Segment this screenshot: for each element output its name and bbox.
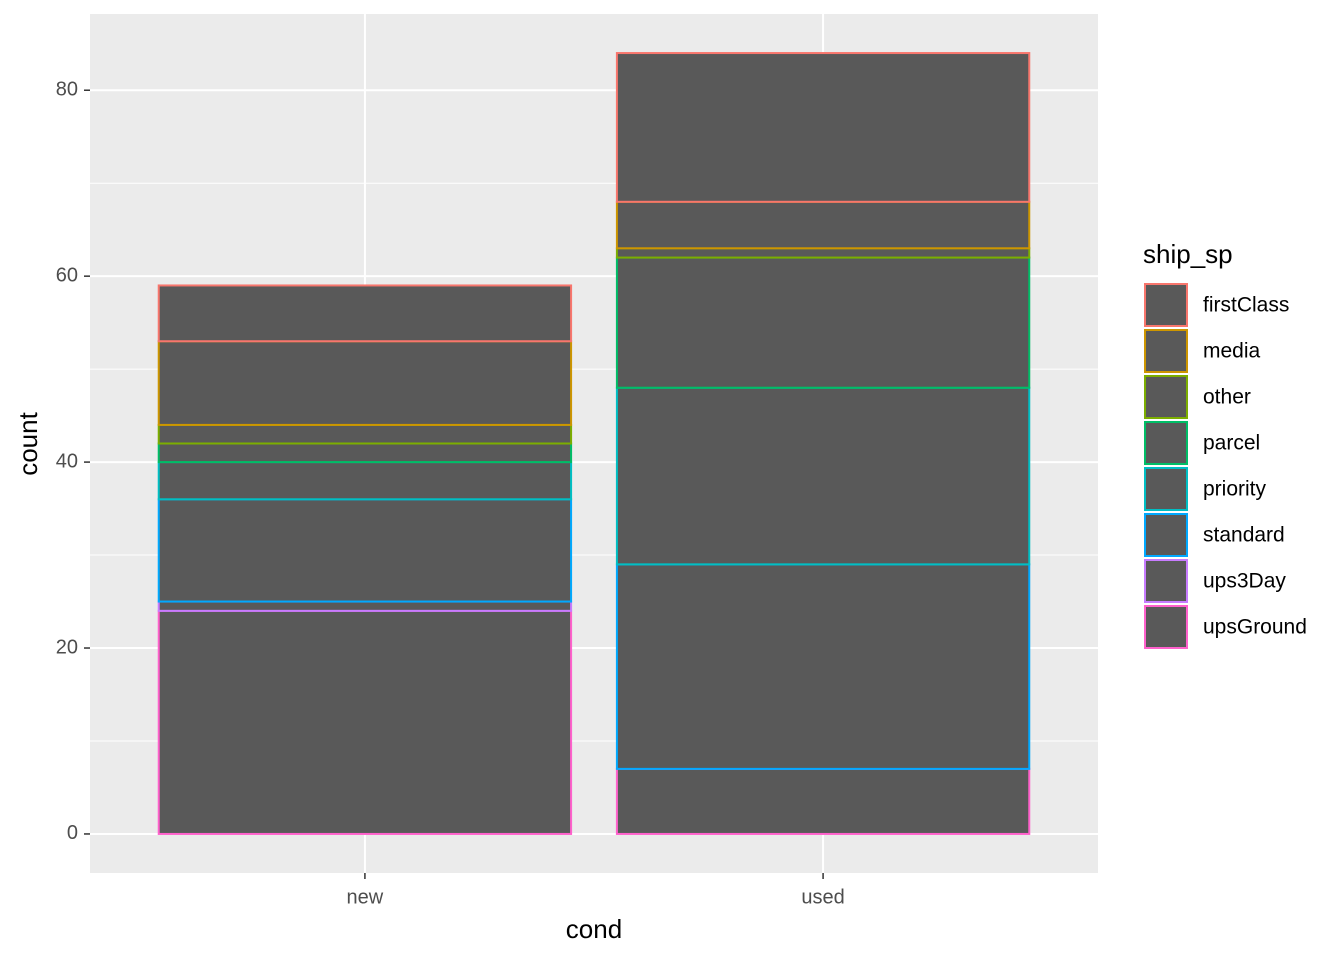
legend-key <box>1144 605 1188 649</box>
legend-key <box>1144 375 1188 419</box>
x-tick-label: used <box>801 886 844 908</box>
y-tick-label: 20 <box>56 636 78 658</box>
bar-segment <box>615 563 1031 770</box>
x-axis-title: cond <box>566 914 622 944</box>
bar-segment <box>157 498 573 603</box>
legend-label: priority <box>1203 478 1267 501</box>
y-tick-label: 80 <box>56 79 78 101</box>
bar-segment <box>157 609 573 835</box>
bar-segment <box>157 423 573 445</box>
legend-title: ship_sp <box>1143 239 1233 269</box>
bar-segment <box>615 200 1031 250</box>
legend-label: upsGround <box>1203 616 1307 639</box>
legend-label: standard <box>1203 524 1285 547</box>
legend-label: media <box>1203 340 1261 363</box>
bar-segment <box>615 256 1031 389</box>
bar-segment <box>615 52 1031 203</box>
legend-label: firstClass <box>1203 294 1289 317</box>
bar-segment <box>615 247 1031 259</box>
bar-segment <box>157 284 573 343</box>
y-tick-label: 0 <box>67 822 78 844</box>
legend-key <box>1144 559 1188 603</box>
legend-key <box>1144 421 1188 465</box>
bar-segment <box>157 461 573 501</box>
bar-segment <box>615 767 1031 835</box>
y-axis-title: count <box>13 411 43 475</box>
bar-segment <box>157 600 573 612</box>
legend-key <box>1144 329 1188 373</box>
legend-label: ups3Day <box>1203 570 1286 593</box>
legend-key <box>1144 513 1188 557</box>
bar-segment <box>157 340 573 426</box>
legend-key <box>1144 283 1188 327</box>
y-tick-label: 60 <box>56 264 78 286</box>
legend-key <box>1144 467 1188 511</box>
y-tick-label: 40 <box>56 450 78 472</box>
x-tick-label: new <box>347 886 384 908</box>
legend-label: parcel <box>1203 432 1260 455</box>
bar-segment <box>157 442 573 464</box>
bar-segment <box>615 386 1031 566</box>
legend-label: other <box>1203 386 1251 409</box>
